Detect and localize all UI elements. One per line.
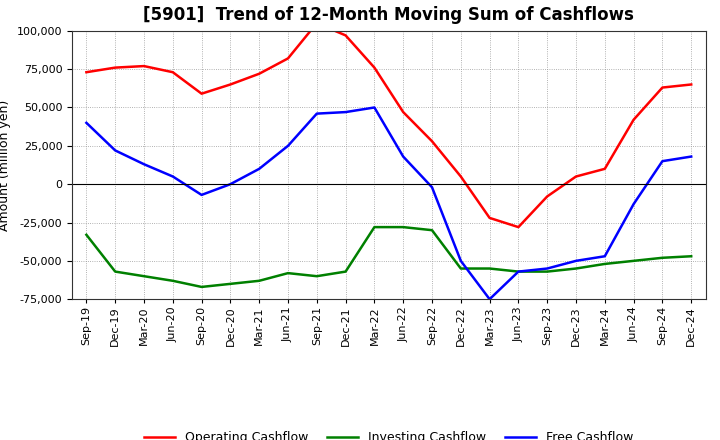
Free Cashflow <box>428 185 436 190</box>
Investing Cashflow <box>341 269 350 274</box>
Operating Cashflow <box>111 65 120 70</box>
Line: Investing Cashflow: Investing Cashflow <box>86 227 691 287</box>
Operating Cashflow <box>197 91 206 96</box>
Investing Cashflow <box>658 255 667 260</box>
Operating Cashflow <box>140 63 148 69</box>
Title: [5901]  Trend of 12-Month Moving Sum of Cashflows: [5901] Trend of 12-Month Moving Sum of C… <box>143 6 634 24</box>
Investing Cashflow <box>485 266 494 271</box>
Operating Cashflow <box>168 70 177 75</box>
Operating Cashflow <box>399 110 408 115</box>
Legend: Operating Cashflow, Investing Cashflow, Free Cashflow: Operating Cashflow, Investing Cashflow, … <box>139 426 639 440</box>
Operating Cashflow <box>485 215 494 220</box>
Y-axis label: Amount (million yen): Amount (million yen) <box>0 99 12 231</box>
Free Cashflow <box>312 111 321 116</box>
Free Cashflow <box>370 105 379 110</box>
Free Cashflow <box>399 154 408 159</box>
Investing Cashflow <box>629 258 638 264</box>
Investing Cashflow <box>370 224 379 230</box>
Operating Cashflow <box>687 82 696 87</box>
Investing Cashflow <box>82 232 91 238</box>
Free Cashflow <box>341 110 350 115</box>
Operating Cashflow <box>514 224 523 230</box>
Investing Cashflow <box>456 266 465 271</box>
Free Cashflow <box>543 266 552 271</box>
Free Cashflow <box>687 154 696 159</box>
Free Cashflow <box>572 258 580 264</box>
Investing Cashflow <box>255 278 264 283</box>
Free Cashflow <box>284 143 292 148</box>
Free Cashflow <box>629 202 638 207</box>
Operating Cashflow <box>600 166 609 172</box>
Free Cashflow <box>111 148 120 153</box>
Operating Cashflow <box>629 117 638 122</box>
Free Cashflow <box>255 166 264 172</box>
Operating Cashflow <box>255 71 264 77</box>
Operating Cashflow <box>226 82 235 87</box>
Free Cashflow <box>600 253 609 259</box>
Investing Cashflow <box>428 227 436 233</box>
Operating Cashflow <box>572 174 580 179</box>
Investing Cashflow <box>226 281 235 286</box>
Operating Cashflow <box>341 33 350 38</box>
Investing Cashflow <box>572 266 580 271</box>
Investing Cashflow <box>600 261 609 267</box>
Free Cashflow <box>140 161 148 167</box>
Operating Cashflow <box>658 85 667 90</box>
Investing Cashflow <box>284 271 292 276</box>
Free Cashflow <box>168 174 177 179</box>
Operating Cashflow <box>82 70 91 75</box>
Free Cashflow <box>658 158 667 164</box>
Free Cashflow <box>514 269 523 274</box>
Operating Cashflow <box>428 139 436 144</box>
Operating Cashflow <box>370 65 379 70</box>
Line: Free Cashflow: Free Cashflow <box>86 107 691 299</box>
Operating Cashflow <box>312 21 321 26</box>
Investing Cashflow <box>399 224 408 230</box>
Investing Cashflow <box>543 269 552 274</box>
Operating Cashflow <box>543 194 552 199</box>
Free Cashflow <box>197 192 206 198</box>
Operating Cashflow <box>456 174 465 179</box>
Investing Cashflow <box>168 278 177 283</box>
Investing Cashflow <box>312 274 321 279</box>
Investing Cashflow <box>111 269 120 274</box>
Free Cashflow <box>456 258 465 264</box>
Investing Cashflow <box>514 269 523 274</box>
Investing Cashflow <box>140 274 148 279</box>
Free Cashflow <box>82 120 91 125</box>
Investing Cashflow <box>197 284 206 290</box>
Investing Cashflow <box>687 253 696 259</box>
Free Cashflow <box>485 297 494 302</box>
Line: Operating Cashflow: Operating Cashflow <box>86 23 691 227</box>
Free Cashflow <box>226 182 235 187</box>
Operating Cashflow <box>284 56 292 61</box>
